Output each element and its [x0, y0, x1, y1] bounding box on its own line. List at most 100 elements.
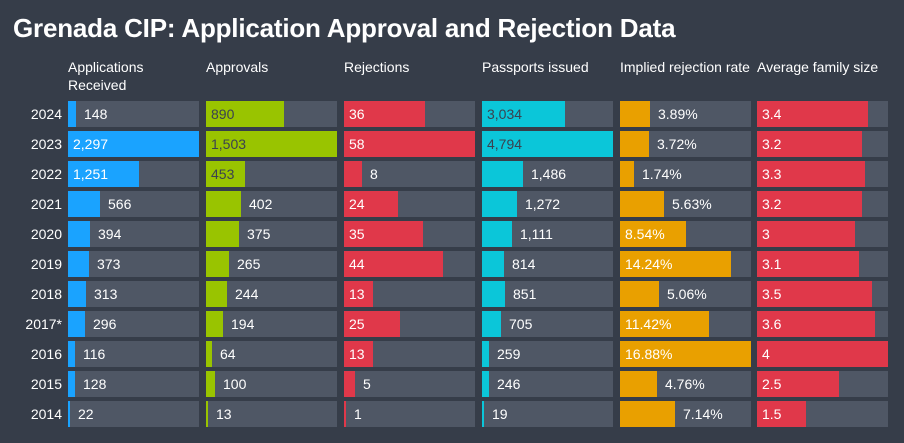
value-label: 851 [513, 286, 537, 302]
bar-rejections [344, 191, 398, 217]
bar-rejections [344, 311, 400, 337]
bar-applications [68, 371, 75, 397]
bar-track: 194 [206, 311, 337, 337]
bar-rejections [344, 131, 475, 157]
bar-track: 5.63% [620, 191, 751, 217]
bar-track: 705 [482, 311, 613, 337]
value-label: 116 [83, 346, 106, 362]
value-label: 5.63% [672, 196, 712, 212]
bar-rejection-rate [620, 341, 751, 367]
value-label: 2.5 [762, 376, 782, 392]
bar-rejection-rate [620, 251, 731, 277]
value-label: 13 [216, 406, 232, 422]
bar-track: 8.54% [620, 221, 751, 247]
bar-approvals [206, 371, 215, 397]
bar-approvals [206, 101, 284, 127]
bar-track: 246 [482, 371, 613, 397]
value-label: 1,503 [211, 136, 247, 152]
bar-family-size [757, 341, 888, 367]
bar-applications [68, 341, 75, 367]
bar-track: 2,297 [68, 131, 199, 157]
year-label: 2024 [30, 106, 62, 122]
bar-family-size [757, 101, 868, 127]
column-header-family-size: Average family size [757, 59, 879, 75]
bar-applications [68, 221, 90, 247]
bar-family-size [757, 311, 875, 337]
bar-passports [482, 251, 504, 277]
bar-rejections [344, 401, 346, 427]
value-label: 3.4 [762, 106, 782, 122]
bar-family-size [757, 221, 855, 247]
bar-approvals [206, 281, 227, 307]
value-label: 4.76% [665, 376, 705, 392]
value-label: 44 [349, 256, 365, 272]
value-label: 3.6 [762, 316, 782, 332]
value-label: 814 [512, 256, 536, 272]
bar-track: 313 [68, 281, 199, 307]
year-label: 2019 [30, 256, 62, 272]
bar-track: 3.4 [757, 101, 888, 127]
bar-track: 64 [206, 341, 337, 367]
value-label: 3,034 [487, 106, 523, 122]
column-header-applications: Applications Received [68, 59, 144, 93]
bar-track: 4,794 [482, 131, 613, 157]
value-label: 3.2 [762, 136, 782, 152]
bar-track: 11.42% [620, 311, 751, 337]
bar-rejection-rate [620, 401, 675, 427]
value-label: 453 [211, 166, 235, 182]
bar-track: 3.5 [757, 281, 888, 307]
bar-rejection-rate [620, 221, 686, 247]
bar-family-size [757, 281, 872, 307]
bar-track: 3.2 [757, 191, 888, 217]
value-label: 1.74% [642, 166, 682, 182]
bar-track: 13 [344, 281, 475, 307]
chart-title: Grenada CIP: Application Approval and Re… [13, 13, 676, 43]
bar-track: 2.5 [757, 371, 888, 397]
bar-track: 3.2 [757, 131, 888, 157]
value-label: 265 [237, 256, 261, 272]
bar-track: 1.5 [757, 401, 888, 427]
value-label: 890 [211, 106, 235, 122]
value-label: 566 [108, 196, 132, 212]
value-label: 1 [354, 406, 362, 422]
bar-rejections [344, 221, 423, 247]
value-label: 1.5 [762, 406, 782, 422]
year-label: 2022 [30, 166, 62, 182]
bar-track: 7.14% [620, 401, 751, 427]
value-label: 313 [94, 286, 118, 302]
bar-approvals [206, 161, 245, 187]
bar-passports [482, 191, 517, 217]
bar-track: 24 [344, 191, 475, 217]
bar-family-size [757, 371, 839, 397]
bar-applications [68, 161, 139, 187]
bar-track: 5.06% [620, 281, 751, 307]
bar-approvals [206, 341, 212, 367]
bar-approvals [206, 131, 337, 157]
value-label: 24 [349, 196, 365, 212]
value-label: 1,272 [525, 196, 561, 212]
bar-track: 4 [757, 341, 888, 367]
bar-passports [482, 341, 489, 367]
value-label: 1,486 [531, 166, 567, 182]
bar-track: 244 [206, 281, 337, 307]
bar-rejections [344, 161, 362, 187]
bar-track: 44 [344, 251, 475, 277]
bar-track: 58 [344, 131, 475, 157]
value-label: 22 [78, 406, 94, 422]
bar-track: 453 [206, 161, 337, 187]
bar-track: 3 [757, 221, 888, 247]
bar-track: 1,272 [482, 191, 613, 217]
value-label: 13 [349, 286, 365, 302]
bar-track: 851 [482, 281, 613, 307]
year-label: 2017* [25, 316, 62, 332]
bar-track: 402 [206, 191, 337, 217]
bar-rejections [344, 371, 355, 397]
value-label: 3.1 [762, 256, 782, 272]
value-label: 8.54% [625, 226, 665, 242]
bar-rejection-rate [620, 161, 634, 187]
value-label: 128 [83, 376, 107, 392]
value-label: 402 [249, 196, 273, 212]
value-label: 16.88% [625, 346, 673, 362]
year-label: 2018 [30, 286, 62, 302]
bar-track: 5 [344, 371, 475, 397]
